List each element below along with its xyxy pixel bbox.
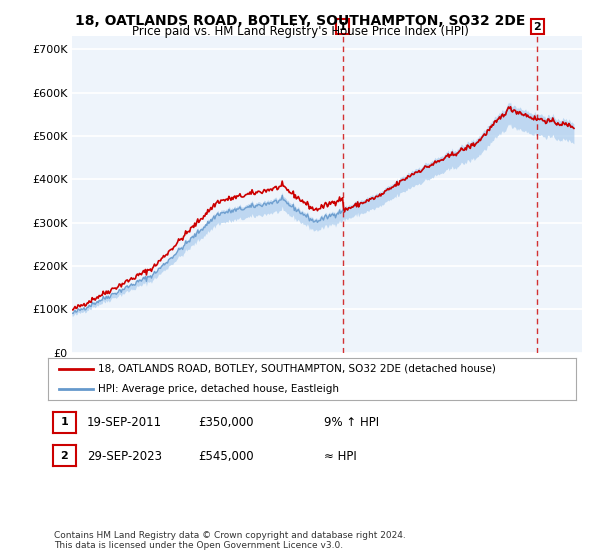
Text: Price paid vs. HM Land Registry's House Price Index (HPI): Price paid vs. HM Land Registry's House …: [131, 25, 469, 38]
Text: 18, OATLANDS ROAD, BOTLEY, SOUTHAMPTON, SO32 2DE: 18, OATLANDS ROAD, BOTLEY, SOUTHAMPTON, …: [75, 14, 525, 28]
Text: £545,000: £545,000: [198, 450, 254, 463]
Text: 2: 2: [61, 451, 68, 461]
Text: 9% ↑ HPI: 9% ↑ HPI: [324, 416, 379, 430]
Text: £350,000: £350,000: [198, 416, 254, 430]
Text: 19-SEP-2011: 19-SEP-2011: [87, 416, 162, 430]
Text: 2: 2: [533, 22, 541, 32]
Text: HPI: Average price, detached house, Eastleigh: HPI: Average price, detached house, East…: [98, 384, 339, 394]
Text: 18, OATLANDS ROAD, BOTLEY, SOUTHAMPTON, SO32 2DE (detached house): 18, OATLANDS ROAD, BOTLEY, SOUTHAMPTON, …: [98, 364, 496, 374]
Text: 29-SEP-2023: 29-SEP-2023: [87, 450, 162, 463]
Text: 1: 1: [61, 417, 68, 427]
Text: Contains HM Land Registry data © Crown copyright and database right 2024.
This d: Contains HM Land Registry data © Crown c…: [54, 530, 406, 550]
Text: ≈ HPI: ≈ HPI: [324, 450, 357, 463]
Text: 1: 1: [339, 22, 347, 32]
